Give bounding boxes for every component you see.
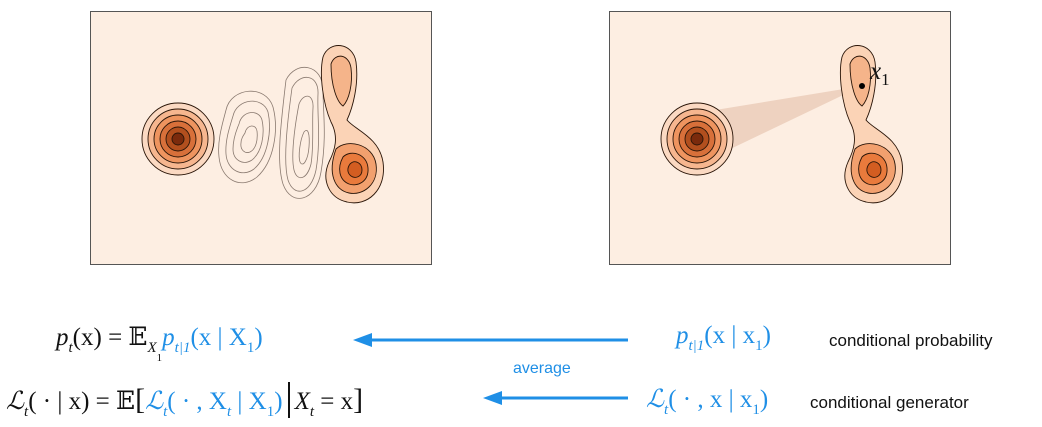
average-label: average <box>513 360 571 377</box>
conditional-contour-plot <box>660 45 903 204</box>
conditional-path-cone <box>697 86 862 165</box>
source-distribution <box>660 102 734 176</box>
conditional-probability-caption: conditional probability <box>829 331 993 350</box>
marginal-probability-panel <box>90 11 432 265</box>
target-distribution <box>321 45 384 204</box>
marginal-generator-formula: ℒt( · | x) = 𝔼[ℒt( · , Xt | X1) Xt = x] <box>6 382 364 420</box>
arrow-generator <box>483 391 628 405</box>
conditional-probability-formula: pt|1(x | x1) <box>676 322 771 354</box>
source-distribution <box>141 102 215 176</box>
conditional-probability-panel <box>609 11 951 265</box>
x1-point <box>859 83 865 89</box>
target-distribution <box>840 45 903 204</box>
marginal-contour-plot <box>141 45 384 204</box>
conditional-generator-caption: conditional generator <box>810 393 969 412</box>
marginal-probability-formula: pt(x) = 𝔼X1pt|1(x | X1) <box>56 322 263 364</box>
conditioning-bar <box>287 382 290 418</box>
intermediate-density-contours <box>218 66 325 199</box>
arrow-probability <box>353 333 628 347</box>
conditional-generator-formula: ℒt( · , x | x1) <box>646 384 769 418</box>
x1-point-label: x1 <box>870 58 890 89</box>
